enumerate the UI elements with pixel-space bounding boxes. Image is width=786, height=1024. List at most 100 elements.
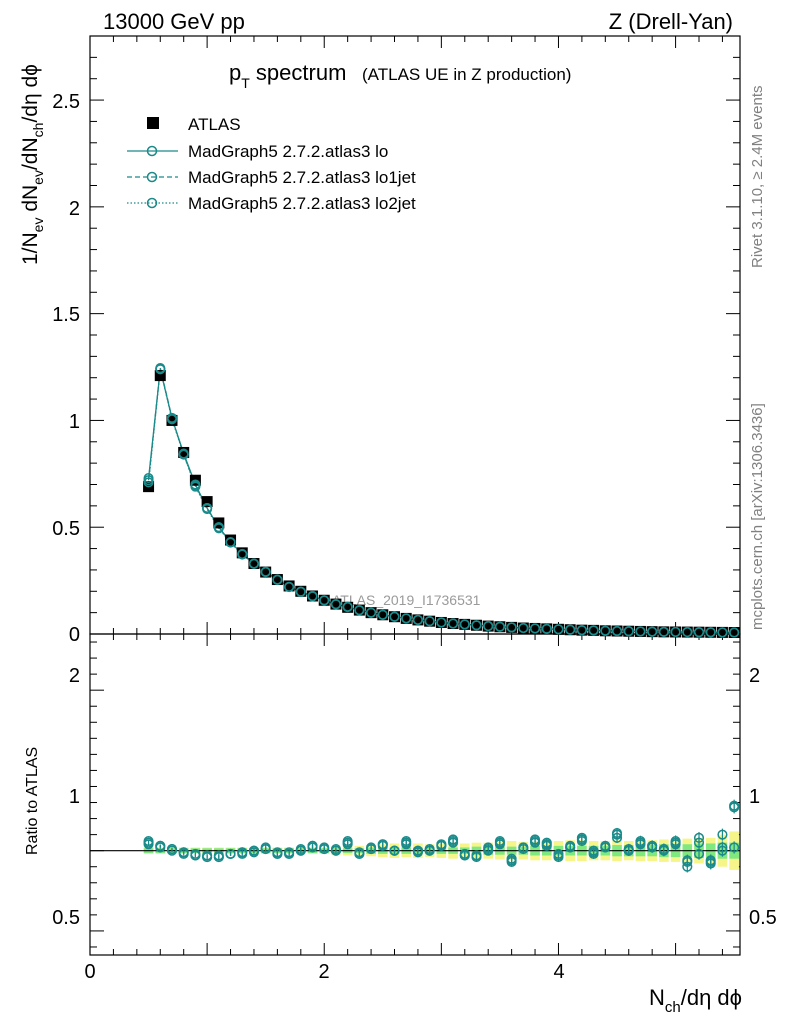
data-point <box>693 626 705 638</box>
mc-point <box>471 620 482 631</box>
mc-point <box>307 591 318 602</box>
analysis-watermark: ATLAS_2019_I1736531 <box>332 592 481 608</box>
chart-title: pT spectrum <box>229 60 346 91</box>
data-point <box>412 614 424 626</box>
ratio-y-tick-label-right: 1 <box>749 786 760 808</box>
data-point <box>482 620 494 632</box>
mc-point <box>448 618 459 629</box>
mc-point <box>330 599 341 610</box>
x-axis-label: Nch/dη dϕ <box>649 985 742 1016</box>
mc-point <box>541 623 552 634</box>
data-point <box>389 611 401 623</box>
mc-point <box>717 627 728 638</box>
mc-point <box>225 537 236 548</box>
main-y-tick-labels: 0 0.5 1 1.5 2 2.5 <box>52 91 80 646</box>
data-point <box>330 598 342 610</box>
mc-point <box>436 617 447 628</box>
ratio-point <box>506 853 517 864</box>
data-point <box>377 609 389 621</box>
mc-point <box>494 621 505 632</box>
data-point <box>506 621 518 633</box>
mc-point <box>705 627 716 638</box>
data-point <box>435 616 447 628</box>
mc-point <box>693 627 705 638</box>
mc-point <box>319 595 330 606</box>
ratio-point <box>354 848 365 859</box>
ratio-point <box>658 844 669 855</box>
data-point <box>634 625 646 637</box>
ratio-point <box>366 844 377 855</box>
data-point <box>541 623 553 635</box>
ratio-point <box>272 848 283 859</box>
data-point <box>564 624 576 636</box>
data-point <box>716 626 728 638</box>
ratio-point <box>459 850 470 861</box>
data-point <box>588 624 600 636</box>
ratio-point <box>553 850 564 861</box>
mc-point <box>284 581 295 593</box>
mc-point <box>565 624 576 635</box>
mc-point <box>529 623 541 634</box>
data-point <box>271 574 283 586</box>
ratio-point <box>248 845 260 856</box>
data-point <box>295 585 307 597</box>
ratio-point <box>471 850 482 861</box>
mc-point <box>729 627 740 638</box>
data-point <box>154 370 166 382</box>
data-point <box>400 612 412 624</box>
data-point <box>611 625 623 637</box>
ratio-point <box>670 835 681 847</box>
ratio-point <box>178 848 189 859</box>
mc-point <box>459 619 470 630</box>
data-point <box>459 618 471 630</box>
data-point <box>517 622 529 634</box>
ratio-plot-area <box>90 799 740 873</box>
mc-point <box>412 614 423 625</box>
ratio-point <box>225 848 236 859</box>
ratio-point <box>412 845 423 856</box>
mc-point <box>143 477 154 488</box>
data-point <box>705 626 717 638</box>
data-point <box>236 547 248 559</box>
mc-point <box>377 609 388 620</box>
mcplots-label: mcplots.cern.ch [arXiv:1306.3436] <box>749 403 766 630</box>
ratio-y-axis-label: Ratio to ATLAS <box>24 747 41 855</box>
mc-point <box>506 622 517 633</box>
data-point <box>201 496 213 508</box>
data-point <box>353 604 365 616</box>
data-point <box>552 623 564 635</box>
data-point <box>283 580 295 592</box>
legend-label: ATLAS <box>188 115 241 134</box>
ratio-point <box>494 839 505 850</box>
legend-marker-mc <box>146 145 158 157</box>
ratio-point <box>717 842 728 853</box>
mc-point <box>635 626 646 637</box>
legend-label: MadGraph5 2.7.2.atlas3 lo <box>188 142 388 161</box>
mc-point <box>342 602 353 613</box>
data-point <box>728 627 740 639</box>
legend-label: MadGraph5 2.7.2.atlas3 lo1jet <box>188 168 416 187</box>
mc-point <box>483 621 494 632</box>
ratio-point <box>588 845 599 856</box>
rivet-label: Rivet 3.1.10, ≥ 2.4M events <box>749 86 766 269</box>
x-tick-label: 2 <box>318 961 329 983</box>
ratio-y-tick-label: 0.5 <box>52 907 80 929</box>
data-point <box>307 590 319 602</box>
main-y-axis-label: 1/Nev dNev/dNch/dη dϕ <box>19 64 46 265</box>
mc-point <box>611 625 623 637</box>
mc-point <box>213 523 224 534</box>
data-point <box>623 625 635 637</box>
main-plot-area <box>143 363 740 639</box>
main-y-tick-label: 1 <box>69 411 80 433</box>
ratio-point <box>260 844 271 855</box>
ratio-point <box>377 840 388 851</box>
ratio-point <box>600 842 611 853</box>
ratio-point <box>705 856 716 867</box>
data-point <box>576 624 588 636</box>
data-point <box>529 622 541 634</box>
mc-point <box>623 626 634 637</box>
data-point <box>646 626 658 638</box>
mc-point <box>190 481 201 492</box>
data-point <box>342 601 354 613</box>
process-label: Z (Drell-Yan) <box>609 9 733 34</box>
